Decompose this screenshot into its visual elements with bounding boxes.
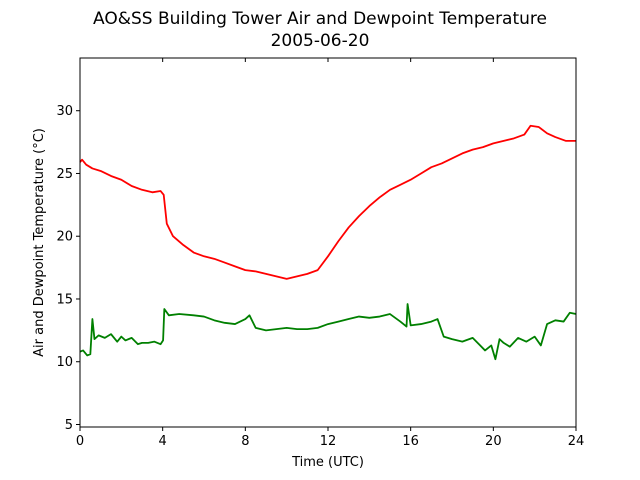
y-tick-label-4: 25 bbox=[56, 167, 73, 182]
y-tick-label-5: 30 bbox=[56, 104, 73, 119]
y-tick-label-0: 5 bbox=[65, 418, 73, 433]
x-axis-label: Time (UTC) bbox=[291, 455, 364, 470]
x-tick-label-2: 8 bbox=[241, 434, 249, 449]
ticks-layer: 0 4 8 12 16 20 24 5 10 15 20 25 30 bbox=[56, 58, 584, 449]
chart-title: AO&SS Building Tower Air and Dewpoint Te… bbox=[93, 9, 547, 29]
y-tick-label-2: 15 bbox=[56, 292, 73, 307]
chart-subtitle: 2005-06-20 bbox=[271, 31, 370, 51]
x-tick-label-3: 12 bbox=[320, 434, 337, 449]
y-axis-label: Air and Dewpoint Temperature (°C) bbox=[32, 128, 47, 357]
series-line-0 bbox=[79, 124, 576, 280]
y-tick-label-3: 20 bbox=[56, 230, 73, 245]
x-tick-label-4: 16 bbox=[402, 434, 419, 449]
plot-frame bbox=[79, 57, 577, 428]
x-tick-label-6: 24 bbox=[568, 434, 585, 449]
y-tick-label-1: 10 bbox=[56, 355, 73, 370]
series-line-1 bbox=[79, 303, 577, 361]
series-layer bbox=[79, 124, 577, 361]
x-tick-label-1: 4 bbox=[159, 434, 167, 449]
x-tick-label-0: 0 bbox=[76, 434, 84, 449]
x-tick-label-5: 20 bbox=[485, 434, 502, 449]
